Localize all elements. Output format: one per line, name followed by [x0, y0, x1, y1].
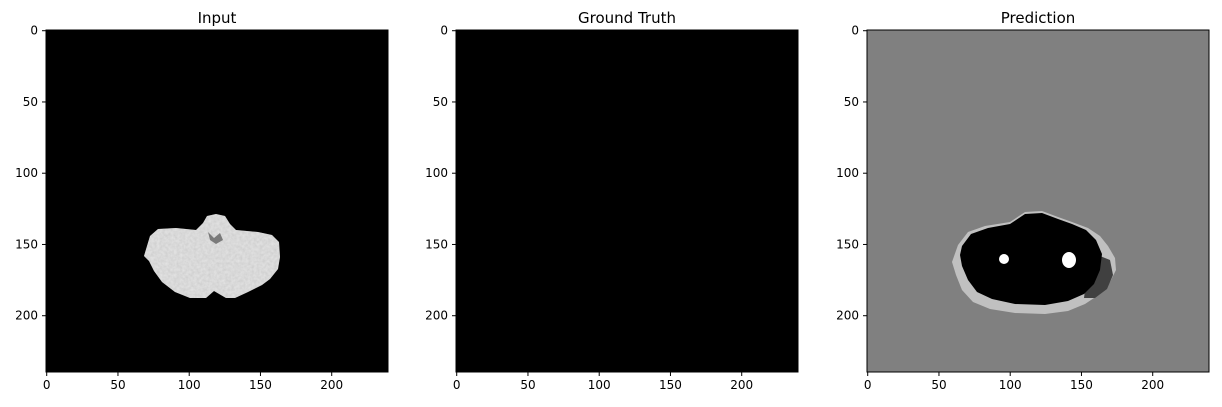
x-tick-label-ground-truth-4: 200: [730, 378, 753, 392]
y-tick-label-prediction-1: 50: [844, 95, 859, 109]
y-tick-label-prediction-4: 200: [836, 309, 859, 323]
panel-title-ground-truth: Ground Truth: [578, 9, 676, 27]
x-tick-label-prediction-1: 50: [931, 378, 946, 392]
y-tick-label-input-0: 0: [30, 24, 38, 38]
y-tick-label-ground-truth-1: 50: [433, 95, 448, 109]
x-tick-label-input-4: 200: [320, 378, 343, 392]
x-tick-label-input-3: 150: [249, 378, 272, 392]
axis-frame-ground-truth: [455, 29, 799, 373]
x-tick-label-input-0: 0: [43, 378, 51, 392]
image-input-background: [46, 30, 388, 372]
x-tick-label-ground-truth-2: 100: [588, 378, 611, 392]
prediction-spot-right: [1062, 252, 1076, 268]
x-tick-label-prediction-2: 100: [999, 378, 1022, 392]
panel-title-prediction: Prediction: [1001, 9, 1076, 27]
image-input: [46, 30, 388, 372]
x-tick-label-ground-truth-3: 150: [659, 378, 682, 392]
tissue-region: [144, 214, 280, 298]
panel-ground-truth: Ground Truth: [455, 9, 799, 373]
x-tick-label-prediction-4: 200: [1141, 378, 1164, 392]
panel-input: Input: [45, 9, 389, 373]
y-tick-label-input-2: 100: [15, 166, 38, 180]
prediction-region: [960, 213, 1102, 305]
panel-title-input: Input: [198, 9, 237, 27]
tissue-dark-fissure: [208, 232, 223, 244]
y-tick-label-ground-truth-4: 200: [425, 309, 448, 323]
x-tick-label-input-2: 100: [178, 378, 201, 392]
x-tick-label-input-1: 50: [110, 378, 125, 392]
y-tick-label-ground-truth-2: 100: [425, 166, 448, 180]
image-prediction-background: [867, 30, 1209, 372]
tick-layer: 0 50 100 150 200 0 50 100 150 200 0 50 100 150 200 0 50 1…: [15, 24, 1164, 392]
axis-frame-input: [45, 29, 389, 373]
x-tick-label-ground-truth-1: 50: [520, 378, 535, 392]
y-tick-label-prediction-2: 100: [836, 166, 859, 180]
image-prediction: [867, 30, 1209, 372]
axis-frame-prediction: [866, 29, 1210, 373]
y-tick-label-input-4: 200: [15, 309, 38, 323]
y-tick-label-input-1: 50: [23, 95, 38, 109]
x-tick-label-prediction-3: 150: [1070, 378, 1093, 392]
y-tick-label-ground-truth-3: 150: [425, 237, 448, 251]
panel-prediction: Prediction: [866, 9, 1210, 373]
y-tick-label-prediction-3: 150: [836, 237, 859, 251]
y-tick-label-prediction-0: 0: [851, 24, 859, 38]
x-tick-label-ground-truth-0: 0: [453, 378, 461, 392]
image-ground-truth: [456, 30, 798, 372]
y-tick-label-ground-truth-0: 0: [440, 24, 448, 38]
y-tick-label-input-3: 150: [15, 237, 38, 251]
x-tick-label-prediction-0: 0: [864, 378, 872, 392]
prediction-spot-left: [999, 254, 1009, 264]
